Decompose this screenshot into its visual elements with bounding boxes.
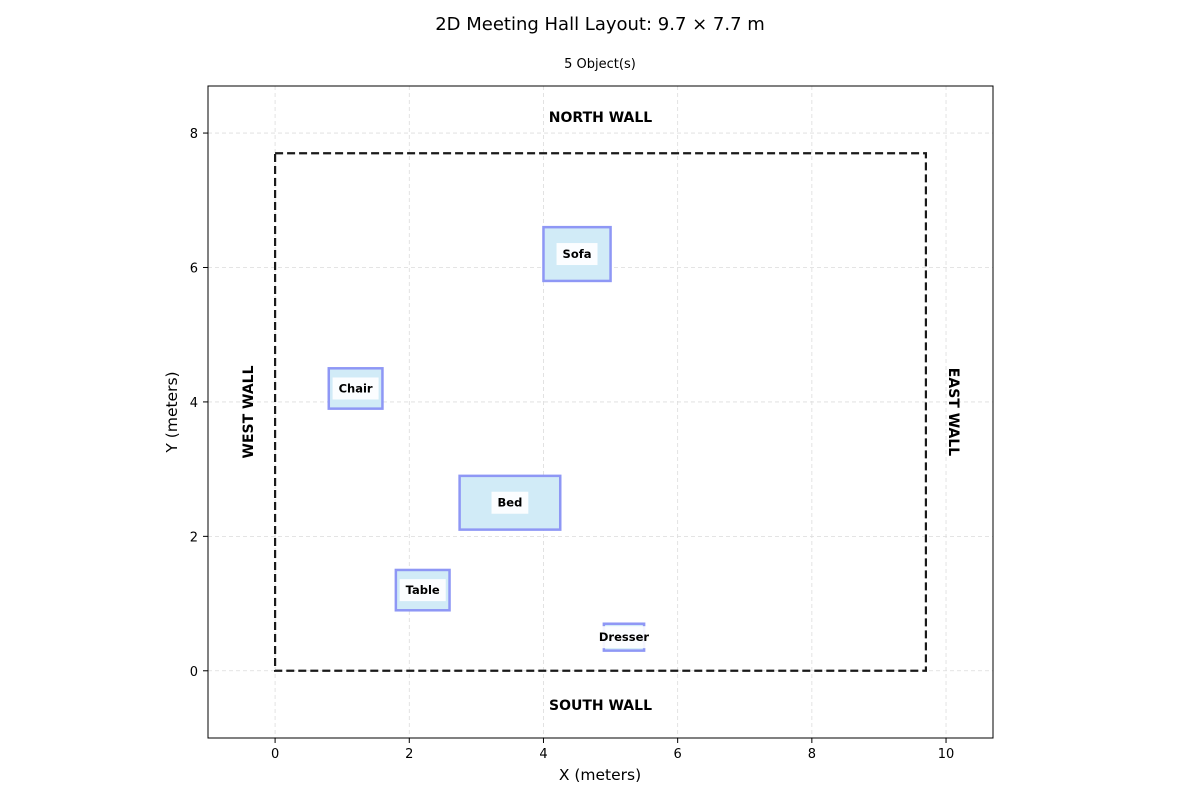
y-tick-label: 0 <box>190 665 198 680</box>
room-outline <box>273 152 928 672</box>
object-bed: Bed <box>458 474 562 531</box>
y-tick-label: 6 <box>190 261 198 276</box>
south-wall-label: SOUTH WALL <box>549 698 652 714</box>
object-label-bg <box>592 626 656 649</box>
west-wall-label: WEST WALL <box>241 365 257 458</box>
x-tick-label: 2 <box>405 747 413 762</box>
object-dresser: Dresser <box>592 622 656 652</box>
object-label: Chair <box>339 381 373 395</box>
chart-title: 2D Meeting Hall Layout: 9.7 × 7.7 m <box>435 14 765 35</box>
plot-frame <box>207 85 994 739</box>
y-axis-label: Y (meters) <box>163 371 181 453</box>
wall-labels: NORTH WALL SOUTH WALL WEST WALL EAST WALL <box>241 110 961 714</box>
object-label: Table <box>406 583 440 597</box>
object-label-bg <box>399 579 446 602</box>
object-label: Sofa <box>563 247 592 261</box>
x-axis-label: X (meters) <box>559 766 641 784</box>
x-tick-label: 6 <box>674 747 682 762</box>
y-tick-label: 8 <box>190 127 198 142</box>
north-wall-label: NORTH WALL <box>549 110 652 126</box>
object-label: Bed <box>498 496 523 510</box>
object-table: Table <box>394 568 451 612</box>
objects-layer: Sofa Chair Bed Table Dresser <box>327 225 656 652</box>
object-label-bg <box>491 491 529 514</box>
chart-subtitle: 5 Object(s) <box>564 57 636 72</box>
x-tick-label: 4 <box>539 747 547 762</box>
y-tick-label: 2 <box>190 530 198 545</box>
object-sofa: Sofa <box>542 225 612 283</box>
object-label-bg <box>332 377 379 400</box>
object-label: Dresser <box>599 630 650 644</box>
object-chair: Chair <box>327 367 384 410</box>
x-tick-label: 8 <box>808 747 816 762</box>
x-tick-label: 10 <box>938 747 955 762</box>
room-outline-layer <box>273 152 928 672</box>
y-axis-ticks: 0 2 4 6 8 <box>190 127 208 680</box>
y-tick-label: 4 <box>190 396 198 411</box>
east-wall-label: EAST WALL <box>945 368 961 456</box>
x-axis-ticks: 0 2 4 6 8 10 <box>271 738 954 762</box>
x-tick-label: 0 <box>271 747 279 762</box>
object-label-bg <box>556 243 598 266</box>
